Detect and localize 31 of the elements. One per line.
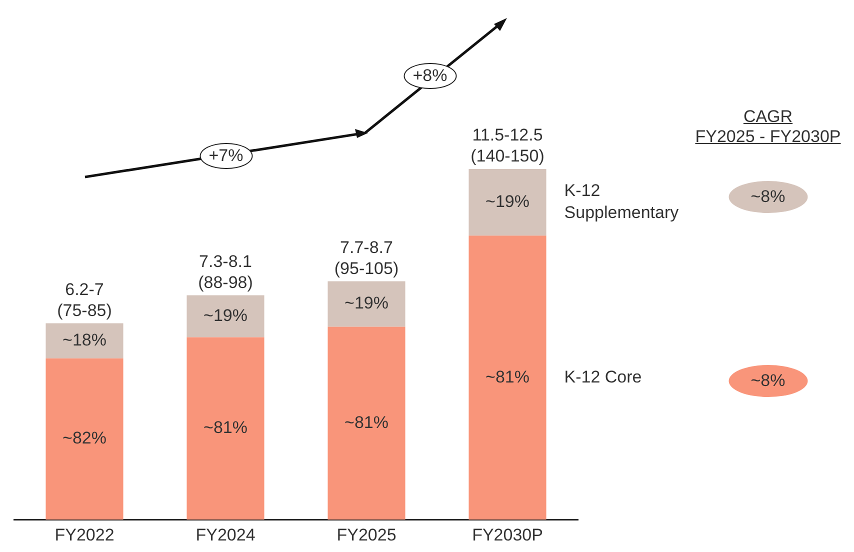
text: ~8% [728, 181, 808, 213]
series-label: K-12 Core [564, 367, 642, 386]
annotation: ~19% [204, 306, 248, 325]
bar [186, 295, 264, 338]
bar [46, 323, 124, 358]
bar [468, 169, 546, 236]
x-tick-label: FY2025 [336, 525, 396, 544]
text: CAGR FY2025 - FY2030P [695, 107, 841, 147]
bar [186, 337, 264, 520]
annotation: ~81% [344, 412, 388, 432]
annotation: ~81% [486, 367, 530, 386]
annotation: ~19% [486, 192, 530, 211]
total-label: 11.5-12.5 (140-150) [470, 126, 544, 166]
x-tick-label: FY2022 [54, 525, 114, 544]
x-tick-label: FY2024 [196, 525, 256, 544]
total-label: 7.3-8.1 (88-98) [198, 252, 253, 292]
x-tick-label: FY2030P [472, 525, 543, 544]
total-label: 6.2-7 (75-85) [57, 280, 112, 320]
text: ~8% [728, 365, 808, 397]
bar [46, 358, 124, 520]
total-label: 7.7-8.7 (95-105) [334, 238, 399, 278]
series-label: K-12 Supplementary [564, 180, 680, 222]
annotation: ~18% [62, 330, 106, 350]
text: +8% [404, 63, 456, 89]
bar [328, 326, 406, 520]
annotation: ~82% [62, 428, 106, 448]
annotation: ~81% [204, 418, 248, 438]
text: +7% [200, 143, 252, 169]
annotation: ~19% [344, 294, 388, 313]
bar [468, 236, 546, 520]
bar [328, 281, 406, 327]
